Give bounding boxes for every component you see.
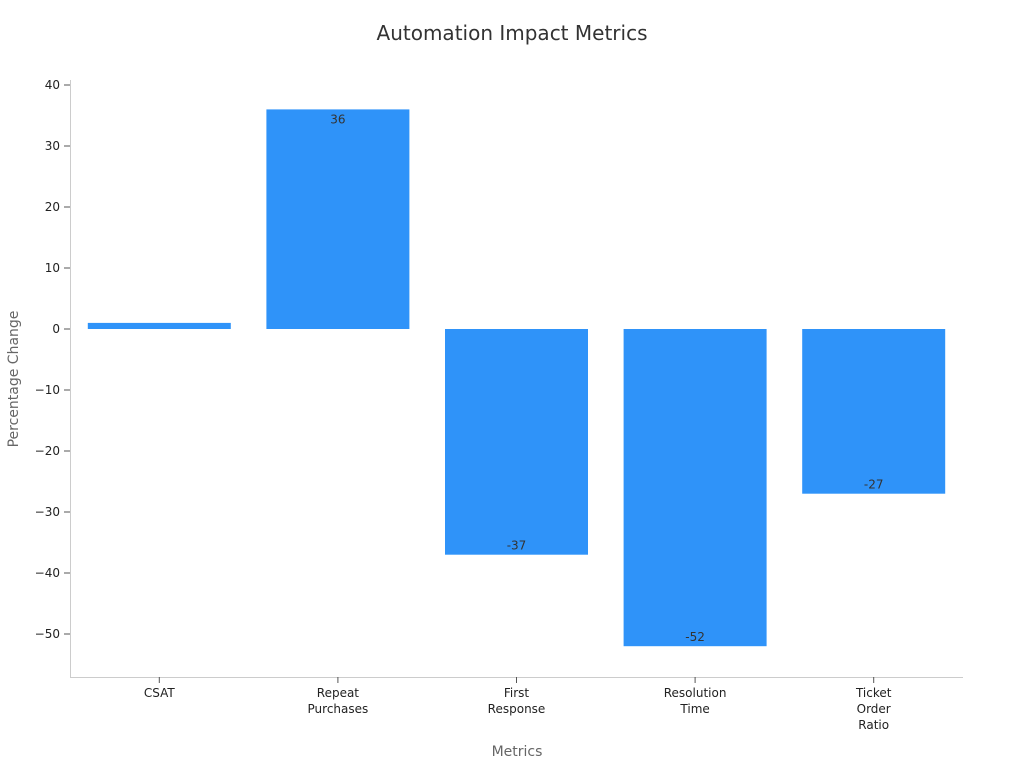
y-axis-title: Percentage Change (6, 311, 22, 448)
x-axis-ticks: CSAT Repeat Purchases First Response Resoluti… (144, 677, 892, 732)
y-tick-label: −50 (35, 627, 60, 641)
x-tick-label-line: Repeat (317, 686, 360, 700)
y-tick-label: −30 (35, 505, 60, 519)
data-label: 36 (330, 112, 345, 126)
y-tick-label: −40 (35, 566, 60, 580)
x-tick-label: Resolution Time (664, 686, 727, 716)
bar (445, 329, 588, 555)
y-tick-label: 40 (45, 78, 60, 92)
y-axis-ticks: 40 30 20 10 0 −10 −20 −30 −40 −50 (35, 78, 70, 641)
x-tick-label: Repeat Purchases (308, 686, 369, 716)
y-tick-label: 0 (52, 322, 60, 336)
x-tick-label-line: Time (679, 702, 709, 716)
y-tick-label: 20 (45, 200, 60, 214)
x-tick-label: CSAT (144, 686, 175, 700)
bar (623, 329, 767, 647)
plot-area: 40 30 20 10 0 −10 −20 −30 −40 −50 36 -37 -52 -27 CSA… (35, 78, 963, 732)
x-tick-label-line: Order (857, 702, 891, 716)
x-tick-label: Ticket Order Ratio (855, 686, 892, 732)
chart-title: Automation Impact Metrics (377, 21, 648, 45)
y-tick-label: −10 (35, 383, 60, 397)
x-tick-label-line: Purchases (308, 702, 369, 716)
x-tick-label-line: Ticket (855, 686, 892, 700)
data-label: -27 (864, 478, 884, 492)
data-label: -52 (685, 630, 705, 644)
x-tick-label: First Response (488, 686, 546, 716)
data-label: -37 (507, 539, 527, 553)
data-labels: 36 -37 -52 -27 (330, 112, 883, 644)
bar (802, 329, 946, 494)
x-tick-label-line: CSAT (144, 686, 175, 700)
x-tick-label-line: Response (488, 702, 546, 716)
bars (87, 109, 946, 647)
y-tick-label: 10 (45, 261, 60, 275)
bar (266, 109, 410, 330)
y-tick-label: −20 (35, 444, 60, 458)
x-tick-label-line: First (504, 686, 530, 700)
x-axis-title: Metrics (492, 744, 543, 760)
y-tick-label: 30 (45, 139, 60, 153)
x-tick-label-line: Ratio (858, 718, 889, 732)
x-tick-label-line: Resolution (664, 686, 727, 700)
bar (87, 322, 231, 329)
